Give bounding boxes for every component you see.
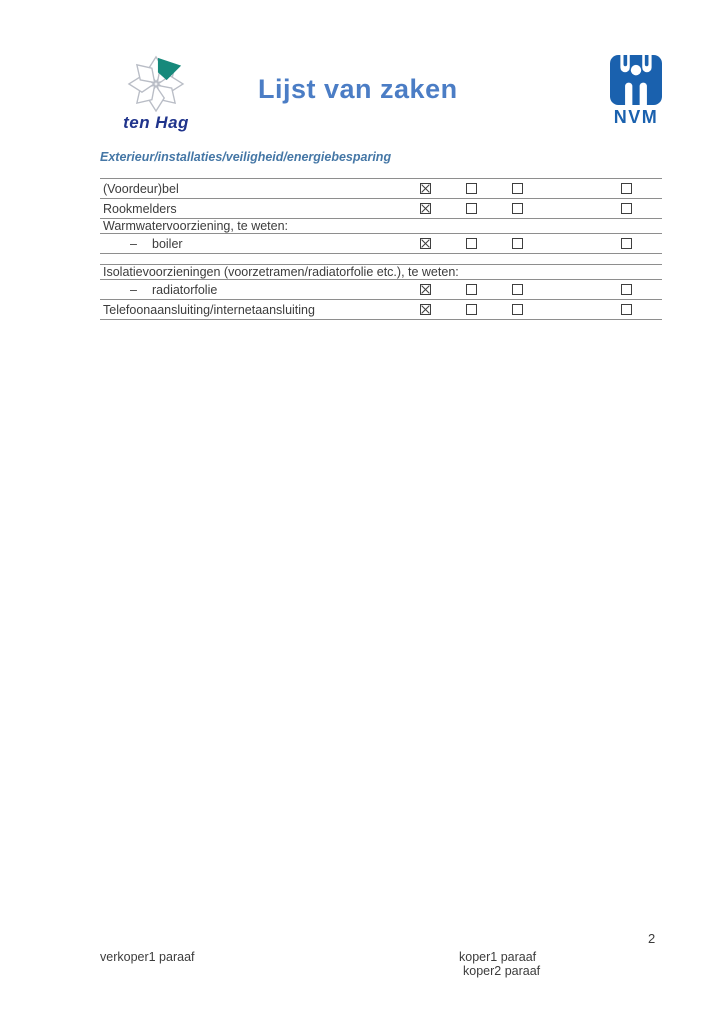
koper1-paraaf-label: koper1 paraaf [459, 950, 537, 964]
checkbox-cell [494, 199, 540, 218]
checkbox-cell [402, 300, 448, 319]
row-label: – radiatorfolie [100, 283, 402, 297]
checkbox-cell [494, 179, 540, 198]
checkbox-cell [448, 234, 494, 253]
checkbox-empty[interactable] [465, 183, 477, 194]
checkbox-checked[interactable] [419, 304, 431, 315]
checkbox-cell [494, 234, 540, 253]
page-title: Lijst van zaken [258, 74, 458, 104]
checkbox-empty[interactable] [511, 183, 523, 194]
section-heading: Exterieur/installaties/veiligheid/energi… [100, 150, 392, 164]
row-label-text: boiler [152, 236, 183, 251]
row-label: Telefoonaansluiting/internetaansluiting [100, 303, 402, 317]
table-row: Warmwatervoorziening, te weten: [100, 218, 662, 233]
checkbox-empty[interactable] [620, 203, 632, 214]
checkbox-cell [603, 300, 649, 319]
checkbox-empty[interactable] [620, 284, 632, 295]
checkbox-empty[interactable] [511, 238, 523, 249]
checkbox-cell [448, 300, 494, 319]
row-label-text: Telefoonaansluiting/internetaansluiting [103, 302, 315, 317]
brand-text: ten Hag [123, 113, 189, 132]
checkbox-empty[interactable] [465, 203, 477, 214]
table-row: – boiler [100, 233, 662, 253]
checkbox-empty[interactable] [620, 238, 632, 249]
checkbox-cell [494, 300, 540, 319]
checkbox-empty[interactable] [465, 284, 477, 295]
checkbox-checked[interactable] [419, 203, 431, 214]
checkbox-empty[interactable] [465, 304, 477, 315]
pinwheel-icon [104, 54, 208, 112]
row-label: (Voordeur)bel [100, 182, 402, 196]
nvm-icon [606, 55, 666, 105]
checkbox-cell [402, 280, 448, 299]
koper2-paraaf-label: koper2 paraaf [463, 964, 541, 978]
row-label-text: (Voordeur)bel [103, 181, 179, 196]
checkbox-empty[interactable] [511, 304, 523, 315]
checkbox-empty[interactable] [620, 183, 632, 194]
row-label-text: Rookmelders [103, 201, 177, 216]
koper-paraaf-labels: koper1 paraaf koper2 paraaf [459, 950, 540, 978]
table-row: Isolatievoorzieningen (voorzetramen/radi… [100, 264, 662, 279]
row-label: Isolatievoorzieningen (voorzetramen/radi… [100, 265, 662, 279]
row-label-text: Isolatievoorzieningen (voorzetramen/radi… [103, 265, 459, 279]
indent-dash: – [130, 236, 137, 251]
checkbox-cell [603, 199, 649, 218]
checkbox-empty[interactable] [511, 284, 523, 295]
checkbox-checked[interactable] [419, 284, 431, 295]
checkbox-cell [402, 234, 448, 253]
row-label-text: radiatorfolie [152, 282, 218, 297]
table-row: Rookmelders [100, 198, 662, 218]
checkbox-empty[interactable] [511, 203, 523, 214]
checkbox-empty[interactable] [465, 238, 477, 249]
checkbox-empty[interactable] [620, 304, 632, 315]
checkbox-cell [603, 234, 649, 253]
tenhag-logo: ten Hag [104, 54, 208, 133]
row-label: Warmwatervoorziening, te weten: [100, 219, 662, 233]
nvm-label: NVM [613, 107, 659, 127]
indent-dash: – [130, 282, 137, 297]
nvm-logo: NVM [606, 55, 666, 128]
page-number: 2 [648, 931, 656, 946]
checkbox-cell [603, 179, 649, 198]
checkbox-cell [448, 199, 494, 218]
checkbox-cell [448, 179, 494, 198]
checkbox-cell [448, 280, 494, 299]
table-row: (Voordeur)bel [100, 178, 662, 198]
row-label: – boiler [100, 237, 402, 251]
checkbox-checked[interactable] [419, 238, 431, 249]
items-table: (Voordeur)bel Rookmelders Warmwatervoorzie… [100, 178, 662, 320]
verkoper-paraaf-label: verkoper1 paraaf [100, 950, 195, 964]
table-row: – radiatorfolie [100, 279, 662, 299]
checkbox-cell [402, 179, 448, 198]
row-label: Rookmelders [100, 202, 402, 216]
checkbox-cell [603, 280, 649, 299]
checkbox-checked[interactable] [419, 183, 431, 194]
checkbox-cell [494, 280, 540, 299]
table-row: Telefoonaansluiting/internetaansluiting [100, 299, 662, 319]
checkbox-cell [402, 199, 448, 218]
row-label-text: Warmwatervoorziening, te weten: [103, 219, 289, 233]
table-row [100, 253, 662, 264]
